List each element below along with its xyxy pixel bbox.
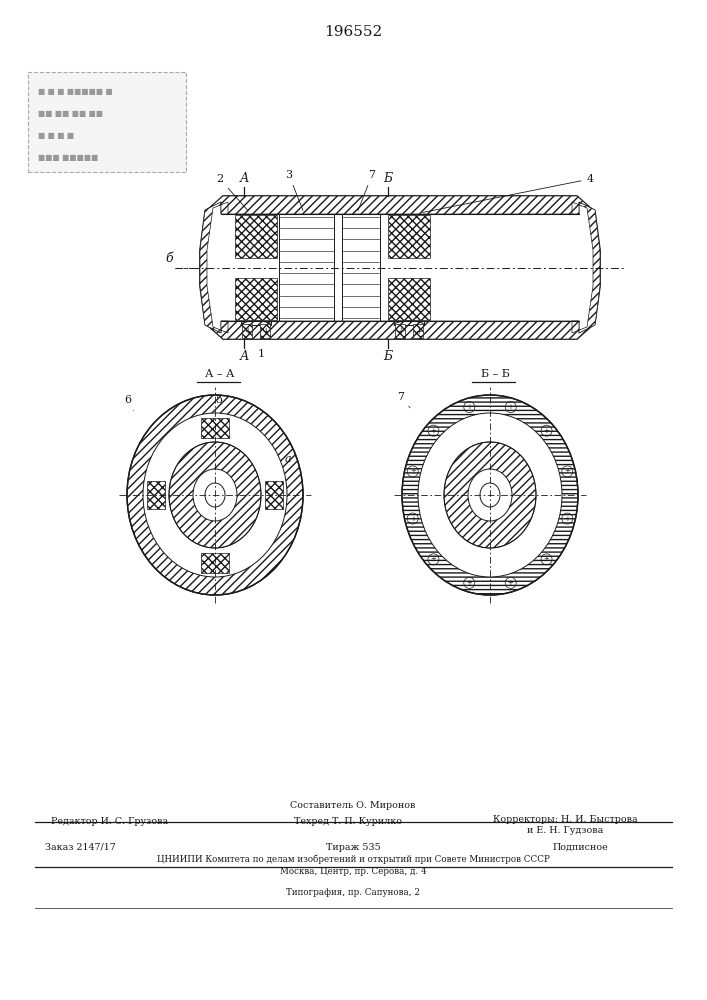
Text: +: + bbox=[467, 404, 472, 410]
Text: +: + bbox=[467, 580, 472, 586]
Polygon shape bbox=[388, 278, 430, 320]
Text: Подписное: Подписное bbox=[552, 843, 608, 852]
Text: 6: 6 bbox=[124, 395, 134, 411]
Bar bbox=[147, 481, 165, 509]
Ellipse shape bbox=[205, 483, 225, 507]
Text: а: а bbox=[285, 454, 291, 464]
Text: Техред Т. П. Курилко: Техред Т. П. Курилко bbox=[294, 817, 402, 826]
Text: ■■■ ■■■■■: ■■■ ■■■■■ bbox=[38, 153, 98, 162]
Text: +: + bbox=[564, 516, 571, 522]
Text: А: А bbox=[239, 172, 249, 185]
Polygon shape bbox=[572, 202, 600, 333]
Text: ■ ■ ■ ■■■■■ ■: ■ ■ ■ ■■■■■ ■ bbox=[38, 87, 112, 96]
Polygon shape bbox=[395, 324, 405, 338]
Polygon shape bbox=[205, 321, 595, 339]
Text: +: + bbox=[410, 468, 416, 474]
Text: Составитель О. Миронов: Составитель О. Миронов bbox=[291, 801, 416, 810]
Text: +: + bbox=[415, 326, 421, 336]
Text: ■ ■ ■ ■: ■ ■ ■ ■ bbox=[38, 131, 74, 140]
Text: 196552: 196552 bbox=[324, 25, 382, 39]
Text: Корректоры: Н. И. Быстрова: Корректоры: Н. И. Быстрова bbox=[493, 815, 637, 824]
Text: 7: 7 bbox=[358, 170, 375, 210]
Polygon shape bbox=[235, 278, 277, 320]
Polygon shape bbox=[260, 324, 270, 338]
Ellipse shape bbox=[143, 413, 287, 577]
Bar bbox=[201, 552, 229, 572]
Text: и Е. Н. Гудзова: и Е. Н. Гудзова bbox=[527, 826, 603, 835]
Text: +: + bbox=[410, 516, 416, 522]
Polygon shape bbox=[205, 196, 595, 214]
Text: Б: Б bbox=[383, 172, 392, 185]
Text: Заказ 2147/17: Заказ 2147/17 bbox=[45, 843, 115, 852]
Text: 3: 3 bbox=[286, 170, 303, 210]
Text: 4: 4 bbox=[423, 174, 594, 212]
Text: ■■ ■■ ■■ ■■: ■■ ■■ ■■ ■■ bbox=[38, 109, 103, 118]
Text: +: + bbox=[397, 326, 403, 336]
Text: Б: Б bbox=[383, 350, 392, 363]
Text: А: А bbox=[239, 350, 249, 363]
Text: +: + bbox=[431, 428, 436, 434]
Text: 1: 1 bbox=[257, 349, 264, 359]
Text: Москва, Центр, пр. Серова, д. 4: Москва, Центр, пр. Серова, д. 4 bbox=[280, 867, 426, 876]
Text: +: + bbox=[564, 468, 571, 474]
Text: Тираж 535: Тираж 535 bbox=[326, 843, 380, 852]
Text: +: + bbox=[508, 580, 514, 586]
Text: Типография, пр. Сапунова, 2: Типография, пр. Сапунова, 2 bbox=[286, 888, 420, 897]
Polygon shape bbox=[242, 324, 252, 338]
Text: +: + bbox=[508, 404, 514, 410]
Polygon shape bbox=[200, 202, 228, 333]
Text: А – А: А – А bbox=[205, 369, 235, 379]
Polygon shape bbox=[413, 324, 423, 338]
Text: +: + bbox=[544, 428, 549, 434]
Text: +: + bbox=[262, 326, 268, 336]
Ellipse shape bbox=[480, 483, 500, 507]
Polygon shape bbox=[235, 215, 277, 258]
Text: +: + bbox=[544, 556, 549, 562]
Text: +: + bbox=[244, 326, 250, 336]
Bar bbox=[265, 481, 283, 509]
Bar bbox=[28, 72, 186, 172]
Text: ЦНИИПИ Комитета по делам изобретений и открытий при Совете Министров СССР: ЦНИИПИ Комитета по делам изобретений и о… bbox=[157, 854, 549, 864]
Ellipse shape bbox=[169, 442, 261, 548]
Polygon shape bbox=[388, 215, 430, 258]
Bar bbox=[201, 418, 229, 438]
Ellipse shape bbox=[193, 469, 237, 521]
Text: 5: 5 bbox=[216, 395, 223, 405]
Text: Редактор И. С. Грузова: Редактор И. С. Грузова bbox=[52, 817, 168, 826]
Text: 2: 2 bbox=[216, 174, 248, 211]
Text: Б – Б: Б – Б bbox=[481, 369, 510, 379]
Polygon shape bbox=[200, 196, 600, 339]
Ellipse shape bbox=[418, 413, 562, 577]
Text: +: + bbox=[431, 556, 436, 562]
Text: 7: 7 bbox=[397, 392, 410, 408]
Ellipse shape bbox=[468, 469, 512, 521]
Text: б: б bbox=[165, 252, 173, 265]
